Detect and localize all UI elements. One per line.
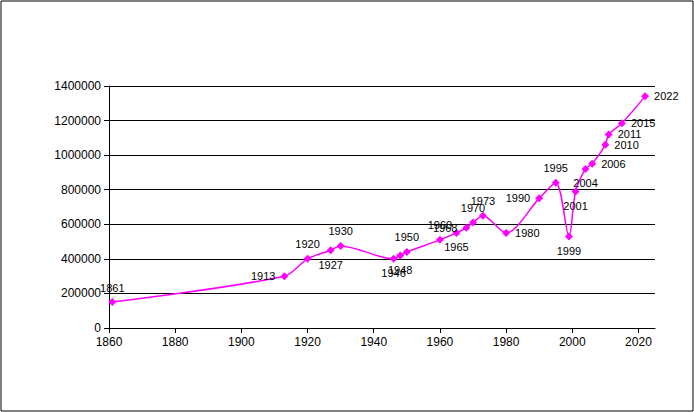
svg-text:400000: 400000 bbox=[61, 252, 101, 266]
svg-text:1000000: 1000000 bbox=[54, 148, 101, 162]
svg-text:1400000: 1400000 bbox=[54, 79, 101, 93]
svg-text:1861: 1861 bbox=[100, 282, 124, 294]
svg-text:2015: 2015 bbox=[631, 117, 655, 129]
svg-text:1980: 1980 bbox=[493, 335, 520, 349]
svg-text:1980: 1980 bbox=[515, 227, 539, 239]
svg-text:1965: 1965 bbox=[444, 241, 468, 253]
svg-text:2006: 2006 bbox=[601, 158, 625, 170]
svg-text:200000: 200000 bbox=[61, 286, 101, 300]
svg-text:1920: 1920 bbox=[295, 238, 319, 250]
svg-text:2004: 2004 bbox=[573, 177, 597, 189]
svg-text:1860: 1860 bbox=[96, 335, 123, 349]
svg-text:1880: 1880 bbox=[162, 335, 189, 349]
svg-text:2000: 2000 bbox=[559, 335, 586, 349]
svg-text:2022: 2022 bbox=[654, 90, 678, 102]
svg-text:1930: 1930 bbox=[328, 225, 352, 237]
svg-text:1940: 1940 bbox=[360, 335, 387, 349]
svg-text:1970: 1970 bbox=[460, 202, 486, 215]
svg-text:1950: 1950 bbox=[395, 231, 419, 243]
svg-text:1200000: 1200000 bbox=[54, 114, 101, 128]
svg-text:1913: 1913 bbox=[251, 270, 275, 282]
svg-text:2011: 2011 bbox=[618, 128, 642, 140]
svg-text:1999: 1999 bbox=[557, 245, 581, 257]
svg-text:1900: 1900 bbox=[228, 335, 255, 349]
svg-text:2001: 2001 bbox=[563, 200, 587, 212]
svg-text:0: 0 bbox=[94, 321, 101, 335]
svg-text:600000: 600000 bbox=[61, 217, 101, 231]
svg-text:1990: 1990 bbox=[506, 192, 530, 204]
svg-text:2020: 2020 bbox=[625, 335, 652, 349]
svg-text:1973: 1973 bbox=[471, 195, 495, 207]
svg-text:1948: 1948 bbox=[388, 264, 412, 276]
svg-text:1995: 1995 bbox=[543, 162, 567, 174]
svg-text:1960: 1960 bbox=[427, 335, 454, 349]
svg-text:2010: 2010 bbox=[614, 139, 638, 151]
svg-text:800000: 800000 bbox=[61, 183, 101, 197]
svg-text:1968: 1968 bbox=[433, 222, 457, 234]
svg-text:1927: 1927 bbox=[318, 259, 342, 271]
svg-text:1920: 1920 bbox=[294, 335, 321, 349]
